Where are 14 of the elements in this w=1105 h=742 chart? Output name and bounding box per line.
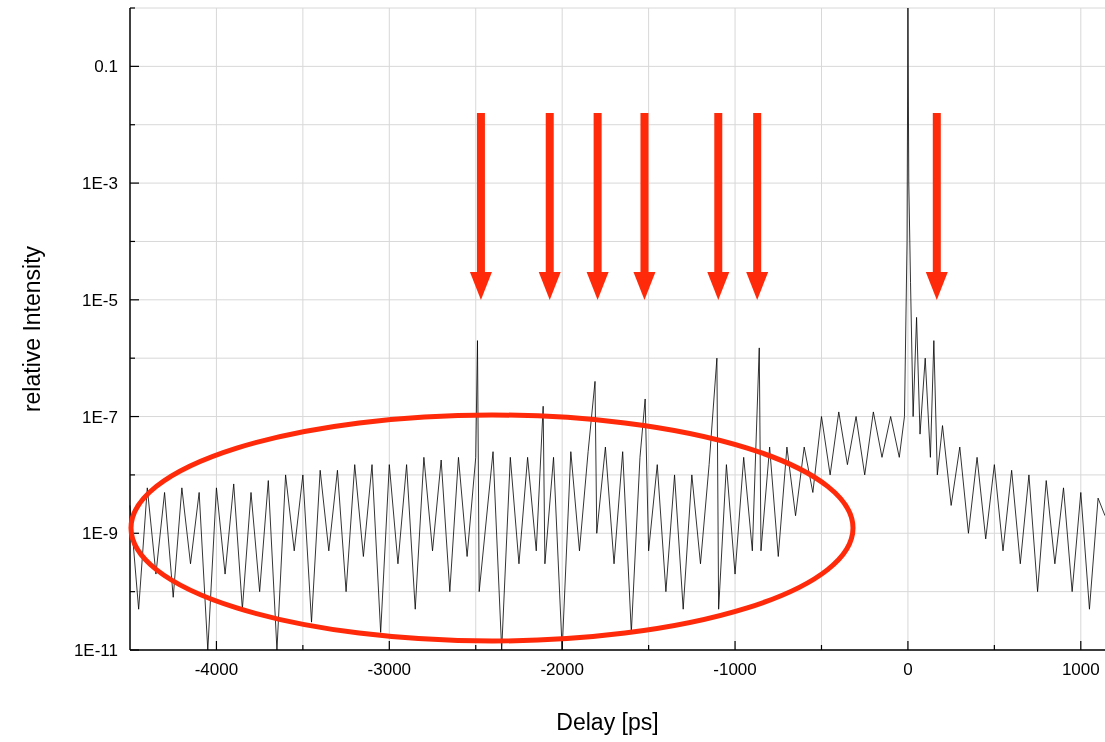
x-tick-label: 1000: [1061, 660, 1100, 679]
x-tick-label: -2000: [540, 660, 584, 679]
x-tick-label: 0: [903, 660, 913, 679]
y-tick-label: 1E-9: [82, 524, 118, 544]
y-axis-title: relative Intensity: [19, 245, 45, 413]
y-tick-label: 1E-3: [82, 174, 118, 194]
y-tick-label: 1E-5: [82, 290, 118, 310]
x-tick-label: -3000: [367, 660, 412, 679]
y-tick-label: 0.1: [94, 57, 118, 77]
x-tick-label: -4000: [194, 660, 239, 679]
x-axis-title: Delay [ps]: [556, 709, 659, 735]
x-tick-label: -1000: [713, 660, 757, 679]
y-tick-label: 1E-7: [82, 407, 118, 427]
y-tick-label: 1E-11: [73, 641, 118, 660]
